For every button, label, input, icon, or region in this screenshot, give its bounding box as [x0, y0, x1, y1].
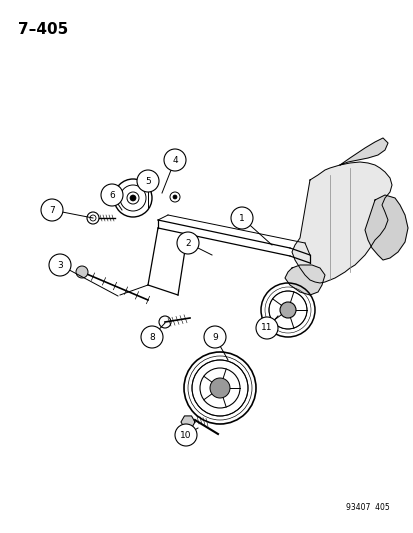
Text: 7: 7 — [49, 206, 55, 214]
Text: 5: 5 — [145, 176, 150, 185]
Polygon shape — [291, 162, 391, 283]
Polygon shape — [339, 138, 387, 165]
Circle shape — [130, 195, 136, 201]
Circle shape — [204, 326, 225, 348]
Text: 3: 3 — [57, 261, 63, 270]
Circle shape — [255, 317, 277, 339]
Circle shape — [230, 207, 252, 229]
Circle shape — [49, 254, 71, 276]
Polygon shape — [284, 265, 324, 295]
Text: 2: 2 — [185, 238, 190, 247]
Circle shape — [164, 149, 185, 171]
Circle shape — [279, 302, 295, 318]
Text: 1: 1 — [239, 214, 244, 222]
Text: 8: 8 — [149, 333, 154, 342]
Text: 4: 4 — [172, 156, 177, 165]
Circle shape — [209, 378, 230, 398]
Circle shape — [101, 184, 123, 206]
Circle shape — [137, 170, 159, 192]
Text: 10: 10 — [180, 431, 191, 440]
Polygon shape — [180, 416, 195, 428]
Circle shape — [76, 266, 88, 278]
Circle shape — [141, 326, 163, 348]
Circle shape — [177, 232, 199, 254]
Polygon shape — [364, 195, 407, 260]
Text: 11: 11 — [261, 324, 272, 333]
Text: 9: 9 — [211, 333, 217, 342]
Circle shape — [41, 199, 63, 221]
Text: 7–405: 7–405 — [18, 22, 68, 37]
Circle shape — [173, 195, 177, 199]
Circle shape — [175, 424, 197, 446]
Text: 93407  405: 93407 405 — [345, 503, 389, 512]
Text: 6: 6 — [109, 190, 114, 199]
